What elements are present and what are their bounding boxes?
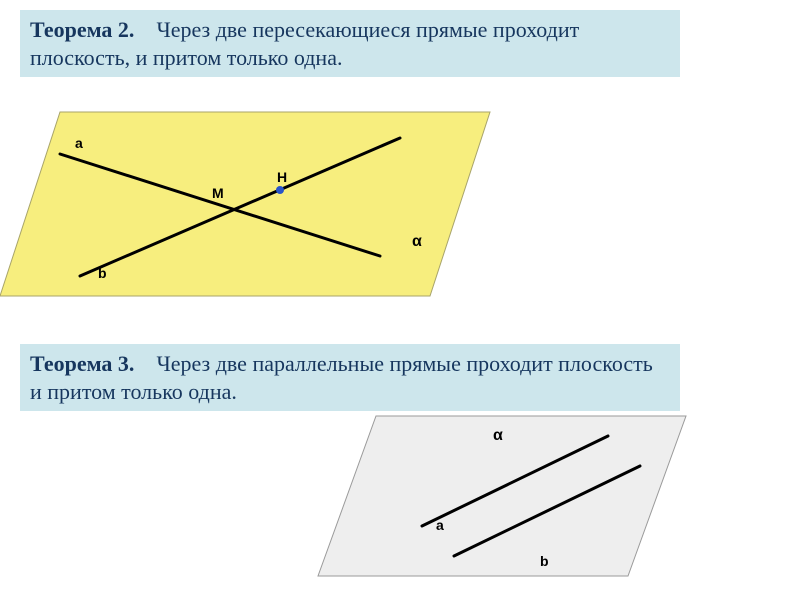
figure-parallel-lines: α a b	[318, 406, 698, 582]
slide-canvas: Теорема 2. Через две пересекающиеся прям…	[0, 0, 800, 600]
label-b-2: b	[540, 553, 549, 569]
point-h	[276, 186, 284, 194]
label-h: H	[277, 169, 287, 185]
theorem-2-title: Теорема 2.	[30, 17, 134, 42]
label-alpha-2: α	[493, 427, 503, 444]
theorem-3-box: Теорема 3. Через две параллельные прямые…	[20, 344, 680, 411]
label-a-2: a	[436, 517, 444, 533]
label-alpha-1: α	[412, 233, 422, 250]
label-b-1: b	[98, 265, 107, 281]
theorem-2-box: Теорема 2. Через две пересекающиеся прям…	[20, 10, 680, 77]
theorem-3-title: Теорема 3.	[30, 351, 134, 376]
label-a-1: a	[75, 135, 83, 151]
figure-intersecting-lines: a H M b α	[0, 86, 520, 306]
label-m: M	[212, 185, 224, 201]
